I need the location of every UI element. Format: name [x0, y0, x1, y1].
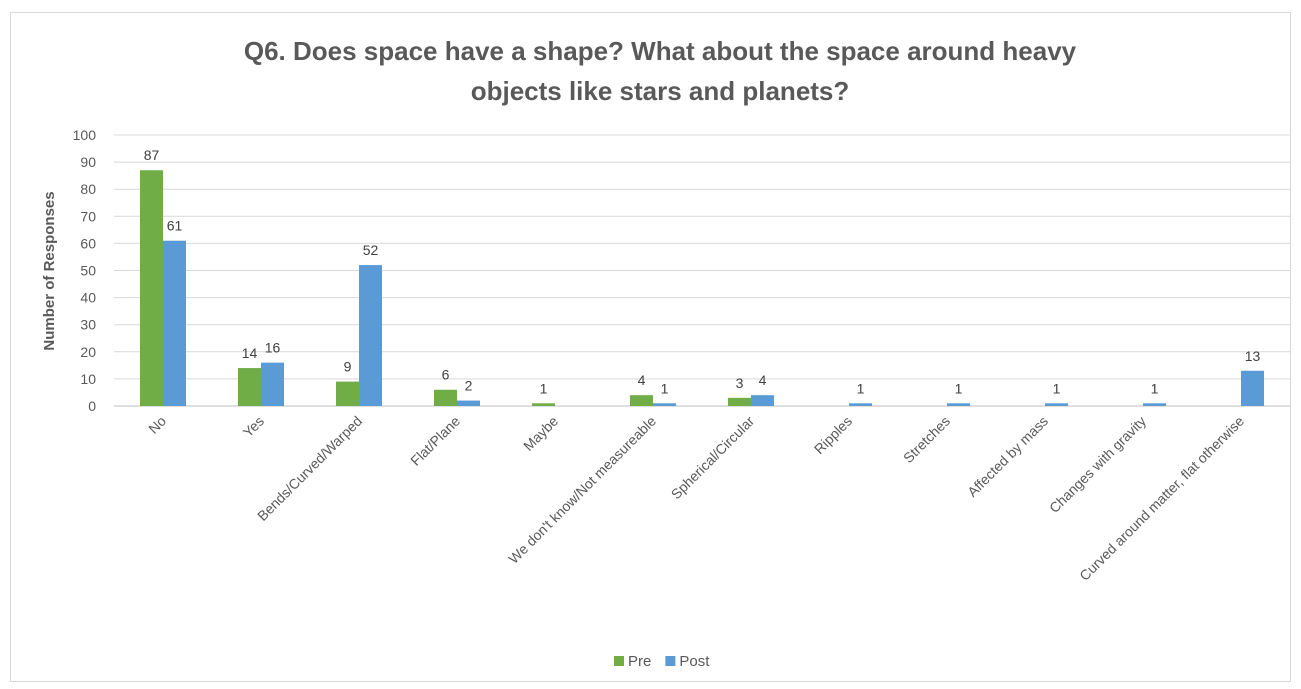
- chart-title-line-2: objects like stars and planets?: [471, 76, 850, 106]
- x-tick-label: No: [145, 413, 169, 437]
- y-tick-label: 60: [80, 235, 96, 251]
- bar-post: [1241, 370, 1264, 406]
- y-tick-label: 70: [80, 208, 96, 224]
- x-tick-label: Affected by mass: [964, 413, 1051, 500]
- x-tick-label: Spherical/Circular: [668, 413, 758, 503]
- data-label: 14: [242, 345, 258, 361]
- x-tick-label: Bends/Curved/Warped: [254, 413, 365, 524]
- y-tick-label: 30: [80, 317, 96, 333]
- data-label: 52: [363, 242, 379, 258]
- x-tick-label: Flat/Plane: [407, 413, 463, 469]
- chart-title-line-1: Q6. Does space have a shape? What about …: [244, 36, 1077, 66]
- x-tick-label: Changes with gravity: [1046, 413, 1149, 516]
- data-label: 4: [638, 372, 646, 388]
- data-label: 87: [144, 147, 160, 163]
- x-tick-label: Stretches: [900, 413, 953, 466]
- data-label: 1: [540, 380, 548, 396]
- y-tick-label: 50: [80, 263, 96, 279]
- y-tick-label: 100: [73, 127, 97, 143]
- data-label: 1: [661, 380, 669, 396]
- bar-pre: [238, 368, 261, 406]
- bar-pre: [532, 403, 555, 406]
- data-label: 16: [265, 340, 281, 356]
- data-label: 9: [344, 359, 352, 375]
- y-tick-label: 90: [80, 154, 96, 170]
- y-tick-label: 80: [80, 181, 96, 197]
- bars: [140, 170, 1264, 406]
- data-label: 2: [465, 378, 473, 394]
- legend: Pre Post: [614, 653, 710, 670]
- x-tick-label: Curved around matter, flat otherwise: [1076, 413, 1247, 584]
- bar-post: [1143, 403, 1166, 406]
- data-label: 13: [1245, 348, 1261, 364]
- y-tick-label: 40: [80, 290, 96, 306]
- bar-post: [261, 362, 284, 406]
- bar-post: [359, 265, 382, 406]
- bar-post: [849, 403, 872, 406]
- data-label: 61: [167, 218, 183, 234]
- data-label: 1: [1151, 380, 1159, 396]
- y-tick-label: 20: [80, 344, 96, 360]
- gridlines: [114, 134, 1290, 407]
- data-label: 1: [955, 380, 963, 396]
- y-axis-label: Number of Responses: [41, 191, 58, 350]
- y-tick-label: 10: [80, 371, 96, 387]
- x-tick-label: Yes: [240, 413, 267, 440]
- x-tick-label: Maybe: [520, 413, 561, 454]
- y-axis-ticks: 0 10 20 30 40 50 60 70 80 90 100: [73, 127, 97, 414]
- y-tick-label: 0: [88, 398, 96, 414]
- chart-frame: [10, 12, 1291, 682]
- bar-pre: [630, 395, 653, 406]
- bar-pre: [728, 397, 751, 406]
- legend-swatch-post: [665, 656, 676, 666]
- bar-post: [1045, 403, 1068, 406]
- bar-post: [163, 240, 186, 406]
- data-label: 6: [442, 367, 450, 383]
- bar-pre: [434, 389, 457, 406]
- legend-swatch-pre: [614, 656, 624, 666]
- bar-post: [457, 400, 480, 406]
- x-tick-label: Ripples: [811, 413, 855, 457]
- data-label: 1: [1053, 380, 1061, 396]
- bar-post: [653, 403, 676, 406]
- data-label: 1: [857, 380, 865, 396]
- legend-label-pre: Pre: [628, 653, 651, 670]
- bar-pre: [140, 170, 163, 406]
- bar-pre: [336, 381, 359, 406]
- data-label: 4: [759, 372, 767, 388]
- data-label: 3: [736, 375, 744, 391]
- bar-post: [947, 403, 970, 406]
- legend-label-post: Post: [679, 653, 710, 670]
- bar-post: [751, 395, 774, 406]
